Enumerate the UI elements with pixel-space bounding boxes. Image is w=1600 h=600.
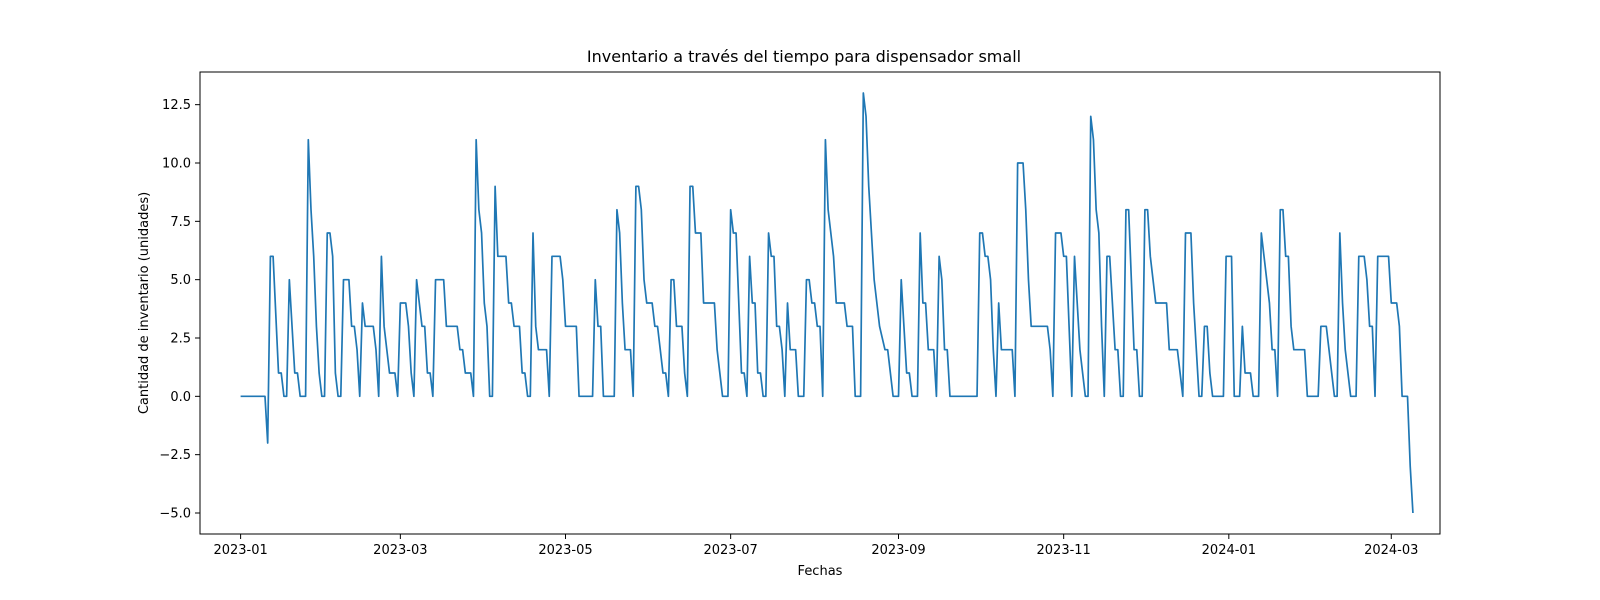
plot-area [199, 71, 1441, 535]
plot-frame [199, 71, 1441, 535]
y-tick-label: 0.0 [170, 390, 191, 405]
x-tick-label: 2024-01 [1202, 543, 1256, 558]
y-tick-label: 10.0 [162, 157, 191, 172]
x-tick-label: 2023-01 [213, 543, 267, 558]
x-tick-label: 2023-05 [538, 543, 592, 558]
y-axis: −5.0 −2.5 0.0 2.5 5.0 7.5 10.0 12.5 [159, 98, 200, 522]
y-axis-label: Cantidad de inventario (unidades) [137, 192, 152, 414]
y-tick-label: 12.5 [162, 98, 191, 113]
y-tick-label: 7.5 [170, 215, 191, 230]
y-tick-label: 2.5 [170, 332, 191, 347]
series-line [240, 92, 1414, 514]
chart-title: Inventario a través del tiempo para disp… [587, 47, 1021, 66]
y-tick-label: −2.5 [159, 448, 191, 463]
x-tick-label: 2023-09 [871, 543, 925, 558]
x-axis: 2023-01 2023-03 2023-05 2023-07 2023-09 2023-… [213, 534, 1418, 558]
y-tick-label: −5.0 [159, 507, 191, 522]
x-axis-label: Fechas [798, 564, 843, 579]
y-tick-label: 5.0 [170, 273, 191, 288]
x-tick-label: 2023-03 [373, 543, 427, 558]
x-tick-label: 2023-07 [703, 543, 757, 558]
x-tick-label: 2024-03 [1364, 543, 1418, 558]
x-tick-label: 2023-11 [1037, 543, 1091, 558]
